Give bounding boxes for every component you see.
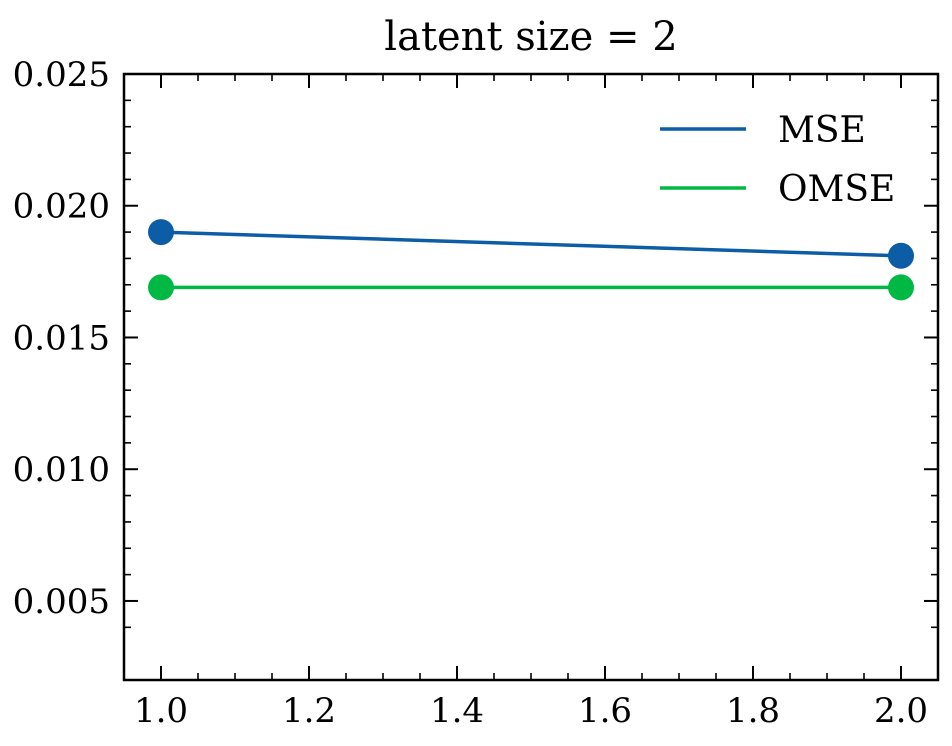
point-omse: [148, 274, 174, 301]
point-mse: [148, 219, 174, 246]
y-tick-label: 0.010: [13, 450, 110, 490]
series-line-mse: [160, 230, 902, 258]
series-layer: [148, 219, 914, 301]
x-tick-label: 1.0: [134, 691, 188, 731]
y-tick-label: 0.020: [13, 187, 110, 227]
x-tick-label: 1.8: [726, 691, 780, 731]
x-tick-label: 2.0: [874, 691, 928, 731]
x-tick-label: 1.4: [430, 691, 484, 731]
legend-label-omse: OMSE: [778, 169, 895, 210]
point-omse: [888, 274, 914, 301]
x-tick-label: 1.6: [578, 691, 632, 731]
plot-frame: [122, 72, 940, 682]
legend-label-mse: MSE: [778, 110, 866, 151]
y-tick-label: 0.015: [13, 318, 110, 358]
axis-ticks: 1.0 1.2 1.4 1.6 1.8 2.0 0.005 0.010 0.015 0.020 0.…: [13, 55, 939, 731]
legend: MSE OMSE: [660, 110, 895, 210]
point-mse: [888, 242, 914, 269]
y-tick-label: 0.005: [13, 582, 110, 622]
x-tick-label: 1.2: [282, 691, 336, 731]
chart-title: latent size = 2: [384, 14, 677, 60]
y-tick-label: 0.025: [13, 55, 110, 95]
